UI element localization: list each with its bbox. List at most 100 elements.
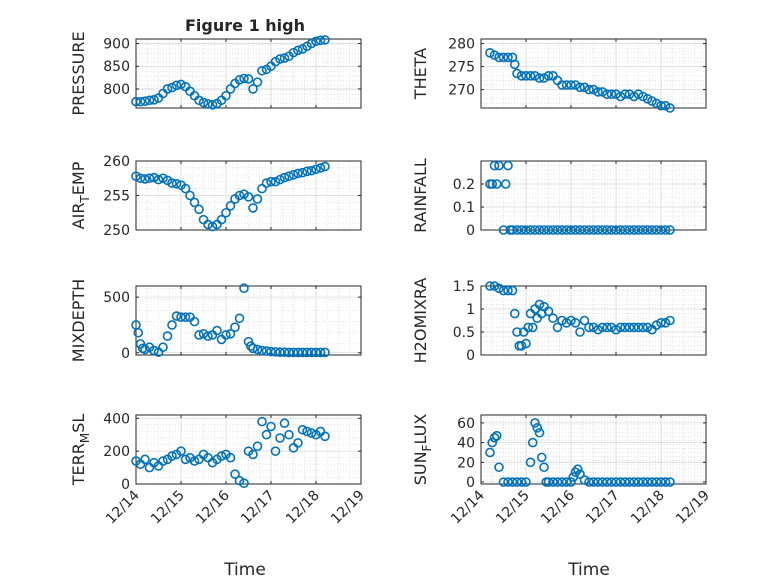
data-point — [660, 477, 671, 487]
data-point — [539, 462, 549, 473]
data-point — [485, 281, 495, 291]
data-point — [171, 178, 182, 189]
data-point — [140, 454, 150, 465]
data-point — [651, 225, 662, 235]
data-point — [167, 451, 177, 461]
data-point — [516, 225, 527, 235]
data-point — [507, 477, 518, 487]
data-point — [140, 344, 150, 355]
data-point — [665, 315, 675, 326]
y-tick-label: 500 — [103, 290, 130, 306]
data-point — [611, 324, 621, 335]
data-point — [239, 283, 249, 294]
data-point — [588, 477, 599, 487]
y-tick-label: 850 — [103, 59, 130, 75]
data-point — [512, 327, 522, 337]
data-point — [548, 225, 558, 235]
data-point — [207, 221, 218, 232]
data-point — [498, 52, 509, 63]
data-point — [248, 449, 258, 460]
data-point — [487, 179, 498, 189]
data-point — [185, 190, 195, 201]
data-point — [548, 477, 558, 487]
data-point — [275, 174, 285, 185]
y-tick-label: 1.5 — [453, 279, 475, 295]
data-point — [566, 225, 576, 235]
data-point — [207, 100, 218, 110]
data-point — [534, 225, 545, 235]
data-point — [293, 168, 303, 179]
data-point — [509, 59, 520, 70]
data-point — [252, 194, 263, 204]
x-tick-label: 12/15 — [148, 488, 188, 528]
x-tick-label: 12/19 — [328, 488, 368, 528]
data-point — [491, 430, 502, 441]
data-point — [575, 225, 585, 235]
data-point — [171, 80, 182, 91]
y-axis-label: AIRTEMP — [69, 161, 92, 229]
y-tick-label: 20 — [457, 455, 475, 471]
data-point — [602, 477, 612, 487]
plot-area — [481, 39, 706, 108]
subplot-pressure: 800 850 900 PRESSURE — [69, 31, 362, 116]
data-point — [489, 160, 500, 171]
data-point — [225, 452, 236, 463]
data-point — [320, 161, 330, 172]
data-point — [189, 456, 200, 466]
data-point — [557, 225, 567, 235]
subplot-theta: 270 275 280 THETA — [411, 37, 707, 113]
data-series — [131, 161, 330, 232]
data-point — [221, 207, 231, 218]
data-point — [320, 347, 330, 358]
data-point — [284, 347, 294, 358]
data-point — [557, 315, 567, 326]
data-point — [234, 190, 245, 201]
data-point — [602, 89, 612, 99]
y-tick-label: 280 — [448, 37, 475, 53]
data-point — [225, 329, 236, 339]
data-point — [311, 164, 321, 175]
data-point — [539, 73, 549, 83]
data-point — [575, 469, 585, 479]
data-series — [131, 283, 330, 358]
data-point — [248, 84, 258, 94]
plot-area — [136, 39, 361, 108]
data-point — [320, 35, 330, 45]
data-point — [606, 477, 617, 487]
x-tick-label: 12/17 — [583, 488, 623, 528]
data-point — [624, 477, 635, 487]
data-point — [279, 53, 290, 63]
data-point — [489, 281, 500, 291]
data-point — [615, 477, 626, 487]
data-point — [158, 173, 168, 184]
data-point — [665, 103, 675, 113]
data-point — [507, 285, 518, 296]
figure-title: Figure 1 high — [185, 16, 305, 35]
y-tick-label: 0 — [466, 475, 475, 491]
x-axis-label-left: Time — [223, 560, 266, 580]
data-point — [543, 477, 554, 487]
data-point — [521, 477, 531, 487]
data-point — [642, 225, 653, 235]
data-point — [534, 299, 545, 310]
data-point — [615, 91, 626, 102]
y-tick-label: 0.5 — [453, 325, 475, 341]
y-tick-label: 0 — [121, 346, 130, 362]
data-point — [530, 71, 540, 81]
data-point — [512, 225, 522, 235]
data-point — [176, 446, 186, 456]
data-point — [660, 225, 671, 235]
data-point — [131, 171, 141, 181]
data-point — [530, 225, 540, 235]
data-point — [561, 477, 572, 487]
data-point — [606, 322, 617, 333]
data-point — [597, 87, 608, 97]
data-point — [266, 421, 276, 432]
data-point — [284, 171, 294, 181]
data-point — [584, 225, 594, 235]
data-point — [593, 324, 603, 335]
y-axis-label: H2OMIXRA — [411, 278, 430, 364]
y-axis-label: PRESSURE — [69, 31, 88, 115]
data-point — [167, 178, 177, 188]
